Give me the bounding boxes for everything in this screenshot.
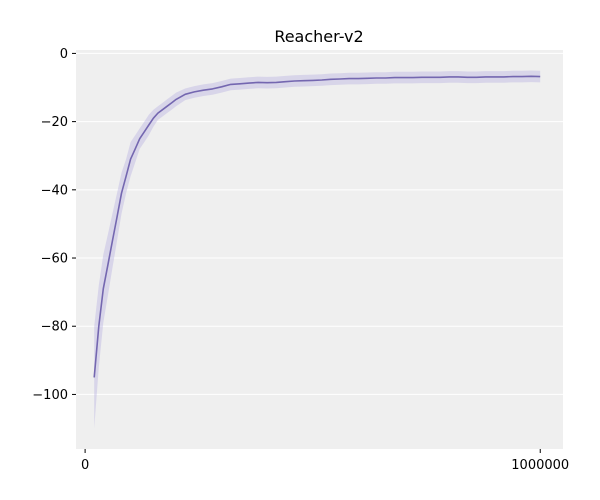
y-tick-label: −20 — [41, 115, 68, 130]
x-tick-label: 1000000 — [511, 458, 569, 473]
y-tick-label: −60 — [41, 252, 68, 267]
chart-title: Reacher-v2 — [274, 27, 363, 46]
y-tick-label: −100 — [32, 388, 68, 403]
gridlines — [76, 52, 563, 395]
y-tick-label: −40 — [41, 183, 68, 198]
axis-ticks: 0 −20 −40 −60 −80 −100 0 1000000 — [32, 47, 569, 473]
x-tick-label: 0 — [81, 458, 89, 473]
plot-area — [76, 50, 563, 449]
series-line — [93, 75, 541, 378]
y-tick-label: −80 — [41, 320, 68, 335]
y-tick-label: 0 — [60, 47, 68, 62]
